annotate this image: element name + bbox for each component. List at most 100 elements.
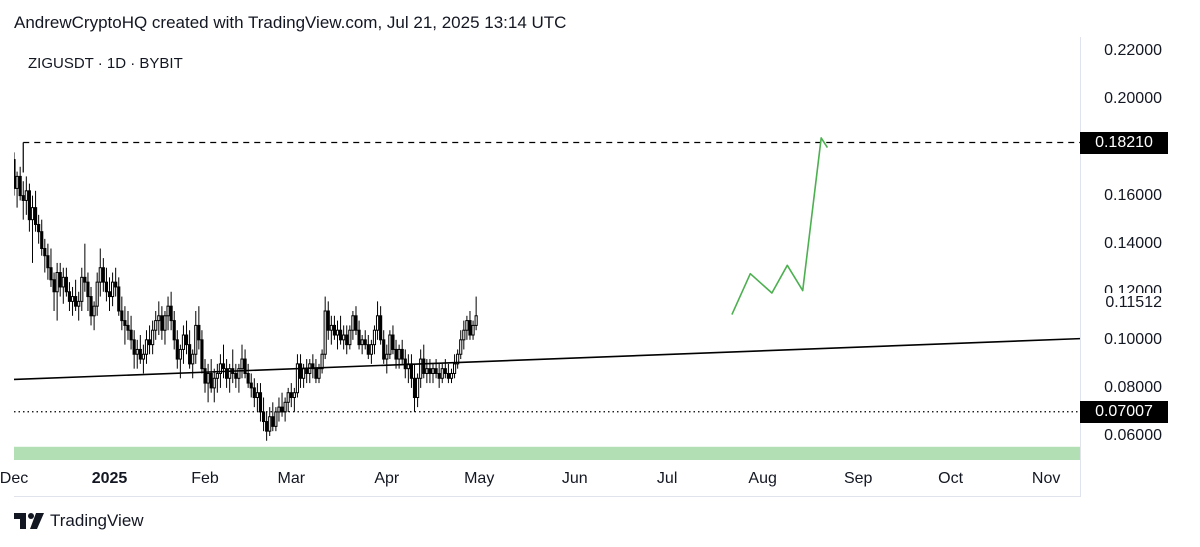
candle-body [261, 411, 266, 423]
time-tick-label: Jul [656, 470, 678, 487]
price-axis-divider [1080, 37, 1081, 497]
candle-body [388, 334, 392, 355]
candle-body [465, 320, 469, 331]
candle-body [154, 320, 158, 331]
candle-body [197, 324, 201, 341]
candle-body [345, 334, 349, 346]
candle-body [123, 320, 127, 326]
candle-body [55, 272, 59, 293]
candle-body [117, 286, 121, 312]
candle-body [129, 329, 133, 341]
candle-body [397, 348, 401, 360]
candle-body [225, 368, 229, 379]
candle-body [332, 324, 336, 336]
time-tick-label: Nov [1031, 470, 1061, 487]
candle-body [258, 392, 263, 413]
candle-body [468, 320, 472, 336]
candle-body [302, 368, 306, 379]
candle-body [462, 329, 466, 341]
candle-body [372, 329, 377, 346]
candle-body [191, 353, 195, 365]
price-tick-label: 0.14000 [1104, 234, 1162, 252]
candle-body [166, 305, 170, 317]
candle-body [46, 255, 50, 269]
candle-body [335, 329, 340, 336]
candle-body [111, 281, 115, 298]
candle-body [18, 175, 22, 197]
candle-body [67, 291, 72, 302]
price-axis[interactable]: 0.22000 0.20000 0.16000 0.14000 0.12000 0.100… [1080, 37, 1200, 460]
candle-body [419, 358, 423, 379]
price-tag: 0.07007 [1080, 400, 1168, 423]
candle-body [280, 406, 284, 413]
candle-body [382, 339, 386, 360]
candle-body [206, 372, 210, 384]
current-price-label: 0.11512 [1105, 293, 1162, 314]
candle-body [274, 411, 278, 427]
candle-body [237, 368, 241, 379]
price-tick-label: 0.06000 [1104, 426, 1162, 444]
candle-body [178, 348, 182, 360]
candle-body [437, 372, 441, 379]
time-axis-divider [14, 496, 1080, 497]
candle-body [58, 272, 62, 288]
price-tick-label: 0.10000 [1104, 330, 1162, 348]
candle-body [135, 348, 139, 355]
candle-body [95, 281, 99, 307]
price-tick-label: 0.16000 [1104, 186, 1162, 204]
time-tick-label: Apr [374, 470, 400, 487]
candle-body [80, 276, 84, 302]
time-tick-label: Oct [938, 470, 964, 487]
candle-body [175, 339, 179, 360]
candle-body [169, 305, 173, 322]
candle-body [391, 334, 395, 350]
candle-body [30, 207, 35, 221]
candle-body [101, 267, 105, 283]
time-tick-label: Aug [748, 470, 777, 487]
candle-body [456, 353, 460, 365]
chart-panel[interactable] [14, 37, 1080, 460]
candle-body [114, 281, 118, 288]
candle-body [342, 334, 346, 341]
candle-body [323, 310, 327, 355]
candle-body [86, 281, 90, 298]
candle-body [37, 223, 41, 233]
candle-body [277, 406, 281, 413]
candle-body [265, 421, 269, 432]
candle-body [412, 377, 417, 399]
time-tick-label: Mar [277, 470, 306, 487]
price-chart[interactable] [14, 37, 1080, 460]
candle-body [212, 377, 216, 389]
candle-body [369, 344, 373, 355]
candle-body [77, 300, 81, 307]
candle-body [314, 368, 318, 379]
candle-body [52, 279, 56, 293]
candle-body [221, 363, 226, 370]
candle-body [449, 372, 454, 379]
candle-body [24, 190, 28, 201]
candle-body [33, 207, 38, 225]
candle-body [431, 368, 435, 374]
candle-body [474, 315, 478, 326]
candle-body [366, 344, 370, 355]
price-tick-label: 0.08000 [1104, 378, 1162, 396]
candle-body [92, 305, 96, 317]
tradingview-logo-icon [14, 513, 44, 529]
candle-body [416, 377, 420, 399]
candle-body [43, 248, 47, 257]
time-tick-label: Sep [843, 470, 873, 487]
candle-body [360, 339, 364, 346]
candle-body [234, 372, 238, 379]
candle-body [357, 329, 361, 346]
candle-body [209, 372, 213, 389]
candle-body [141, 353, 145, 360]
projection-path [731, 137, 829, 315]
candle-body [452, 363, 457, 374]
candle-body [252, 387, 256, 399]
trend-line [14, 337, 1080, 381]
time-axis[interactable]: Dec 2025 Feb Mar Apr May Jun Jul Aug Sep Oct Nov [0, 460, 1080, 496]
candle-body [203, 368, 207, 384]
time-tick-label: Feb [191, 470, 219, 487]
time-tick-label: May [464, 470, 495, 487]
candle-body [394, 348, 398, 360]
